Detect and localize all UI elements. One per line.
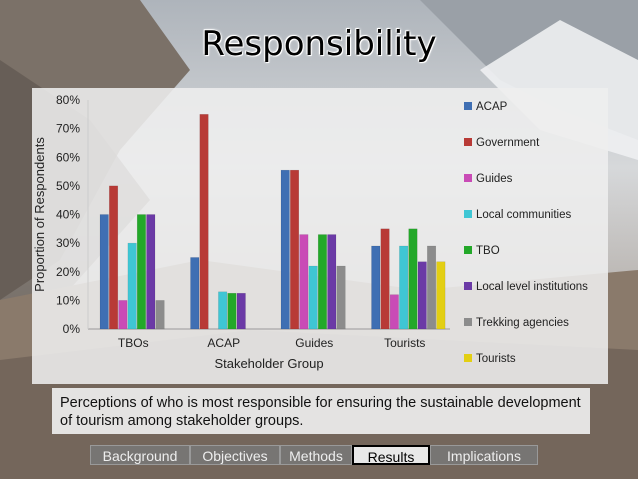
y-tick-label: 30% (56, 236, 80, 250)
legend-swatch (464, 174, 472, 182)
bar-acap-local-level-institutions (236, 292, 246, 330)
bar-acap-local-communities (218, 291, 228, 330)
y-tick-label: 80% (56, 93, 80, 107)
bar-guides-guides (299, 234, 309, 330)
legend-entry: Trekking agencies (476, 317, 569, 329)
bar-tbos-trekking-agencies (155, 300, 165, 330)
bar-tbos-local-communities (127, 242, 137, 330)
bar-guides-acap (280, 169, 290, 330)
caption-box: Perceptions of who is most responsible f… (52, 388, 590, 434)
legend-swatch (464, 138, 472, 146)
y-tick-label: 70% (56, 122, 80, 136)
legend-swatch (464, 102, 472, 110)
y-tick-label: 40% (56, 208, 80, 222)
bar-tourists-local-level-institutions (417, 261, 427, 330)
bar-guides-trekking-agencies (336, 265, 346, 330)
tab-background[interactable]: Background (90, 445, 190, 465)
tab-implications[interactable]: Implications (430, 445, 538, 465)
bar-tbos-local-level-institutions (146, 214, 156, 330)
caption-text: Perceptions of who is most responsible f… (60, 395, 581, 429)
y-tick-label: 50% (56, 179, 80, 193)
bar-tourists-tbo (408, 228, 418, 330)
bar-chart: 0% 10% 20% 30% 40% 50% 60% 70% 80% TBOs ACAP Guides… (32, 93, 588, 371)
bar-tourists-trekking-agencies (427, 245, 437, 330)
bar-acap-acap (190, 257, 200, 330)
bar-guides-tbo (317, 234, 327, 330)
bar-tbos-acap (99, 214, 109, 330)
x-tick-label: Tourists (384, 336, 425, 350)
y-axis-title: Proportion of Respondents (32, 137, 47, 292)
legend-swatch (464, 282, 472, 290)
bar-tourists-guides (389, 294, 399, 330)
bar-tourists-acap (371, 245, 381, 330)
bar-tourists-government (380, 228, 390, 330)
bar-guides-government (290, 169, 300, 330)
nav-bar: Background Objectives Methods Results Implic… (90, 445, 546, 467)
bar-tbos-guides (118, 300, 128, 330)
legend-entry: Guides (476, 173, 513, 185)
legend-entry: Government (476, 137, 540, 149)
chart-panel: 0% 10% 20% 30% 40% 50% 60% 70% 80% TBOs ACAP Guides… (32, 88, 608, 384)
legend-swatch (464, 318, 472, 326)
bar-guides-local-level-institutions (327, 234, 337, 330)
x-tick-label: ACAP (207, 336, 240, 350)
y-tick-label: 20% (56, 265, 80, 279)
tab-objectives[interactable]: Objectives (190, 445, 280, 465)
bar-guides-local-communities (308, 265, 318, 330)
x-tick-label: TBOs (118, 336, 149, 350)
legend-entry: Tourists (476, 353, 516, 365)
legend-entry: Local communities (476, 209, 571, 221)
x-axis-title: Stakeholder Group (214, 356, 323, 371)
legend-entry: Local level institutions (476, 281, 588, 293)
y-tick-label: 0% (63, 322, 81, 336)
legend-swatch (464, 246, 472, 254)
bar-tourists-tourists (436, 261, 446, 330)
bar-tbos-tbo (136, 214, 146, 330)
tab-methods[interactable]: Methods (280, 445, 352, 465)
x-tick-label: Guides (295, 336, 333, 350)
bar-tourists-local-communities (399, 245, 409, 330)
y-tick-label: 60% (56, 150, 80, 164)
legend-swatch (464, 210, 472, 218)
y-tick-label: 10% (56, 293, 80, 307)
bar-tbos-government (109, 185, 119, 330)
legend-entry: TBO (476, 245, 500, 257)
legend-entry: ACAP (476, 101, 508, 113)
page-title: Responsibility (201, 24, 437, 64)
legend-swatch (464, 354, 472, 362)
bar-acap-government (199, 114, 209, 330)
tab-results[interactable]: Results (352, 445, 430, 465)
bar-acap-tbo (227, 292, 237, 330)
